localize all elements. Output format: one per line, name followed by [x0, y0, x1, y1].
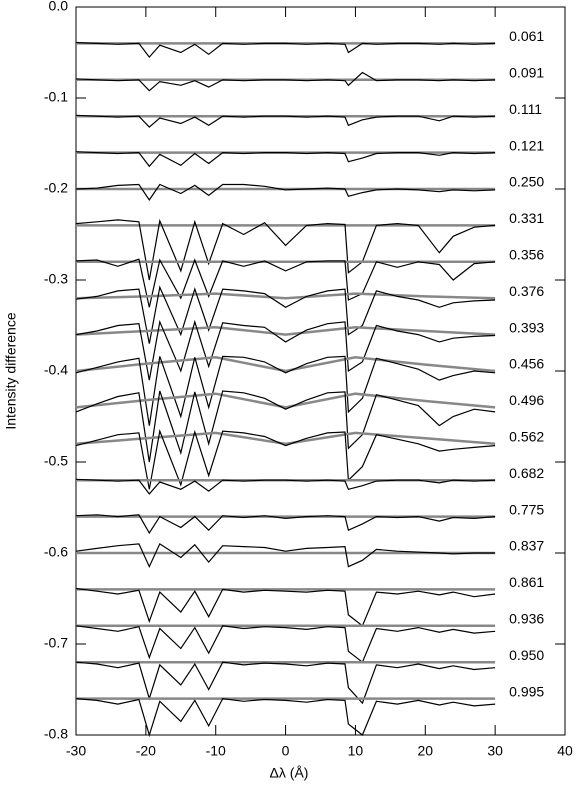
spectrum-line [75, 478, 496, 495]
y-tick-label: -0.1 [44, 89, 68, 105]
x-tick-label: 10 [348, 743, 364, 759]
spectrum-line [75, 587, 496, 627]
series-label: 0.061 [509, 28, 544, 44]
y-tick-label: -0.7 [44, 635, 68, 651]
series-label: 0.936 [509, 611, 544, 627]
series-label: 0.121 [509, 137, 544, 153]
spectrum-line [75, 390, 496, 463]
series-label: 0.837 [509, 538, 544, 554]
x-tick-label: -20 [136, 743, 156, 759]
series-label: 0.331 [509, 210, 544, 226]
series-label: 0.775 [509, 501, 544, 517]
y-tick-label: -0.8 [44, 726, 68, 742]
spectrum-line [75, 625, 496, 664]
fit-line [75, 326, 496, 336]
series-label: 0.356 [509, 247, 544, 263]
spectrum-line [75, 543, 496, 569]
fit-line [75, 292, 496, 300]
spectrum-line [75, 151, 496, 168]
spectrum-line [75, 218, 496, 281]
series-label: 0.250 [509, 174, 544, 190]
spectrum-line [75, 428, 496, 490]
y-tick-label: 0.0 [49, 0, 69, 14]
series-label: 0.995 [509, 683, 544, 699]
fit-line [75, 431, 496, 446]
spectrum-line [75, 697, 496, 738]
series-label: 0.376 [509, 283, 544, 299]
x-tick-label: -30 [66, 743, 86, 759]
x-axis-title: Δλ (Å) [270, 765, 309, 781]
fit-line [75, 356, 496, 373]
spectrum-line [75, 114, 496, 128]
spectrum-line [75, 71, 496, 92]
series-label: 0.950 [509, 647, 544, 663]
y-tick-label: -0.5 [44, 453, 68, 469]
spectrum-line [75, 661, 496, 705]
spectrum-line [75, 285, 496, 344]
y-axis-title: Intensity difference [3, 312, 19, 429]
x-tick-label: -10 [206, 743, 226, 759]
spectrum-line [75, 319, 496, 381]
spectrum-line [75, 41, 496, 59]
spectrum-line [75, 355, 496, 426]
x-tick-label: 0 [282, 743, 290, 759]
y-tick-label: -0.6 [44, 544, 68, 560]
x-tick-label: 30 [487, 743, 503, 759]
x-tick-label: 40 [557, 743, 573, 759]
series-label: 0.861 [509, 574, 544, 590]
y-tick-label: -0.3 [44, 271, 68, 287]
series-label: 0.562 [509, 429, 544, 445]
fit-line [75, 392, 496, 409]
series-label: 0.456 [509, 356, 544, 372]
y-tick-label: -0.2 [44, 180, 68, 196]
spectrum-line [75, 514, 496, 535]
series-label: 0.496 [509, 392, 544, 408]
series-label: 0.111 [509, 101, 542, 117]
y-tick-label: -0.4 [44, 362, 68, 378]
spectrum-line [75, 183, 496, 201]
series-label: 0.682 [509, 465, 544, 481]
series-label: 0.091 [509, 65, 544, 81]
x-tick-label: 20 [417, 743, 433, 759]
spectrum-line [75, 258, 496, 308]
series-label: 0.393 [509, 319, 544, 335]
